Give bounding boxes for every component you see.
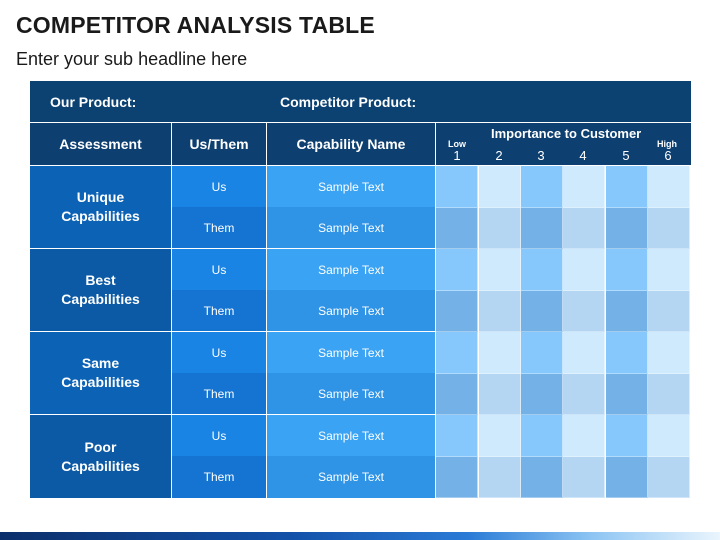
rating-cell-3[interactable]: [521, 207, 563, 249]
our-product-label: Our Product:: [50, 93, 137, 110]
scale-2: 2: [495, 148, 503, 163]
assessment-label-line2: Capabilities: [61, 457, 140, 474]
assessment-label-line2: Capabilities: [61, 208, 140, 224]
assessment-best: Best Capabilities: [30, 249, 171, 331]
assessment-unique: Unique Capabilities: [30, 166, 171, 248]
capability-cell[interactable]: Sample Text: [267, 415, 435, 456]
low-label: Low: [448, 139, 466, 149]
rating-cell-1[interactable]: [436, 207, 478, 249]
assessment-label-line1: Poor: [84, 438, 117, 455]
capability-cell[interactable]: Sample Text: [267, 373, 435, 414]
rating-cell-2[interactable]: [479, 373, 521, 415]
header-capability-name: Capability Name: [267, 123, 435, 165]
us-them-cell: Them: [172, 290, 266, 331]
rating-cell-6[interactable]: [648, 456, 690, 498]
rating-cell-2[interactable]: [479, 290, 521, 332]
us-them-cell: Us: [172, 415, 266, 456]
scale-4: 4: [579, 148, 587, 163]
importance-rating-grid: [436, 166, 691, 498]
scale-3: 3: [537, 148, 545, 163]
rating-cell-1[interactable]: [436, 290, 478, 332]
assessment-label-line2: Capabilities: [61, 291, 140, 307]
rating-cell-6[interactable]: [648, 207, 690, 249]
rating-cell-2[interactable]: [479, 456, 521, 498]
rating-cell-3[interactable]: [521, 415, 563, 457]
rating-cell-5[interactable]: [606, 249, 648, 291]
rating-cell-4[interactable]: [563, 207, 605, 249]
rating-cell-4[interactable]: [563, 332, 605, 374]
rating-cell-1[interactable]: [436, 456, 478, 498]
rating-cell-5[interactable]: [606, 456, 648, 498]
rating-cell-6[interactable]: [648, 249, 690, 291]
high-label: High: [657, 139, 677, 149]
rating-cell-5[interactable]: [606, 373, 648, 415]
rating-cell-1[interactable]: [436, 166, 478, 208]
competitor-product-label: Competitor Product:: [280, 93, 417, 110]
scale-6: 6: [664, 148, 672, 163]
rating-cell-2[interactable]: [479, 249, 521, 291]
header-us-them: Us/Them: [172, 123, 266, 165]
rating-cell-3[interactable]: [521, 166, 563, 208]
rating-cell-1[interactable]: [436, 415, 478, 457]
scale-5: 5: [622, 148, 630, 163]
rating-cell-2[interactable]: [479, 332, 521, 374]
assessment-label-line2: Capabilities: [61, 374, 140, 390]
capability-cell[interactable]: Sample Text: [267, 166, 435, 207]
rating-cell-3[interactable]: [521, 373, 563, 415]
rating-cell-6[interactable]: [648, 373, 690, 415]
capability-cell[interactable]: Sample Text: [267, 290, 435, 331]
capability-cell[interactable]: Sample Text: [267, 332, 435, 373]
rating-cell-4[interactable]: [563, 290, 605, 332]
competitor-analysis-table: Our Product: Competitor Product: Assessm…: [30, 81, 691, 498]
assessment-label-line1: Same: [81, 355, 120, 371]
us-them-cell: Us: [172, 249, 266, 290]
rating-cell-5[interactable]: [606, 166, 648, 208]
header-assessment: Assessment: [30, 123, 171, 165]
rating-cell-2[interactable]: [479, 166, 521, 208]
rating-cell-3[interactable]: [521, 290, 563, 332]
rating-cell-5[interactable]: [606, 332, 648, 374]
us-them-cell: Us: [172, 332, 266, 373]
capability-cell[interactable]: Sample Text: [267, 207, 435, 248]
scale-1: 1: [453, 148, 461, 163]
footer-gradient-bar: [0, 532, 720, 540]
rating-cell-1[interactable]: [436, 332, 478, 374]
rating-cell-3[interactable]: [521, 456, 563, 498]
rating-cell-6[interactable]: [648, 166, 690, 208]
capability-cell[interactable]: Sample Text: [267, 249, 435, 290]
rating-cell-5[interactable]: [606, 415, 648, 457]
us-them-cell: Them: [172, 456, 266, 498]
assessment-same: Same Capabilities: [30, 332, 171, 414]
rating-cell-4[interactable]: [563, 166, 605, 208]
rating-cell-6[interactable]: [648, 290, 690, 332]
header-row-products: [30, 81, 691, 122]
importance-label: Importance to Customer: [491, 126, 642, 141]
assessment-label-line1: Best: [85, 272, 116, 288]
page-subtitle: Enter your sub headline here: [16, 49, 248, 69]
rating-cell-5[interactable]: [606, 290, 648, 332]
rating-cell-3[interactable]: [521, 249, 563, 291]
rating-cell-4[interactable]: [563, 415, 605, 457]
header-importance: [436, 123, 691, 165]
us-them-cell: Them: [172, 207, 266, 248]
rating-cell-4[interactable]: [563, 373, 605, 415]
assessment-label-line1: Unique: [76, 189, 125, 205]
rating-cell-2[interactable]: [479, 207, 521, 249]
us-them-cell: Us: [172, 166, 266, 207]
rating-cell-1[interactable]: [436, 373, 478, 415]
page-title: COMPETITOR ANALYSIS TABLE: [16, 12, 375, 38]
rating-cell-4[interactable]: [563, 456, 605, 498]
assessment-poor: Poor Capabilities: [30, 415, 171, 498]
rating-cell-3[interactable]: [521, 332, 563, 374]
rating-cell-2[interactable]: [479, 415, 521, 457]
rating-cell-4[interactable]: [563, 249, 605, 291]
rating-cell-6[interactable]: [648, 415, 690, 457]
rating-cell-6[interactable]: [648, 332, 690, 374]
capability-cell[interactable]: Sample Text: [267, 456, 435, 498]
rating-cell-5[interactable]: [606, 207, 648, 249]
rating-cell-1[interactable]: [436, 249, 478, 291]
us-them-cell: Them: [172, 373, 266, 414]
